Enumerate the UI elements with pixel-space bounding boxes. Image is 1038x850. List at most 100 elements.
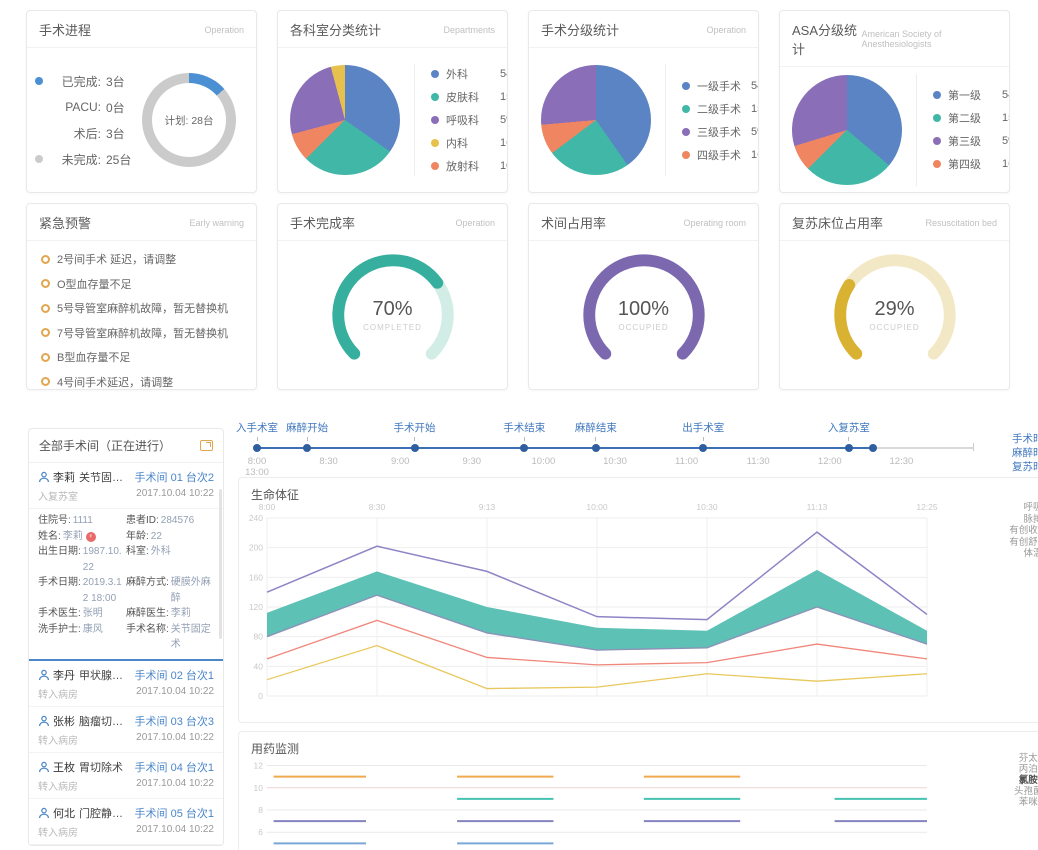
operation-level-pie-chart[interactable] — [541, 65, 651, 175]
card-subtitle: Operation — [455, 217, 495, 228]
axis-time-label: 12:30 — [889, 456, 914, 467]
surgery-name: 脑瘤切除术 — [79, 715, 131, 728]
item-row-main: 李丹甲状腺切除术手术间 02 台次1 — [38, 667, 214, 683]
detail-label: 手术医生: — [38, 608, 81, 619]
warning-item: 5号导管室麻醉机故障，暂无替换机 — [41, 296, 242, 321]
export-icon[interactable] — [200, 440, 213, 451]
legend-entry[interactable]: 脉搏 — [1023, 513, 1038, 525]
detail-value: 284576 — [160, 515, 195, 526]
legend-item[interactable]: 一级手术 54% — [682, 74, 758, 97]
card-title: 各科室分类统计 — [290, 23, 382, 38]
legend-entry[interactable]: 呼吸 — [1023, 502, 1038, 513]
legend-label: 呼吸科 — [446, 115, 479, 127]
detail-value: 李莉 ♀ — [63, 529, 96, 545]
legend-value: 54% — [1002, 89, 1009, 101]
completion-gauge-chart[interactable]: 70% COMPLETED — [318, 242, 468, 388]
card-title: 手术分级统计 — [541, 23, 620, 38]
legend-item[interactable]: 内科 16% — [431, 132, 507, 155]
legend-item[interactable]: 第二级 15% — [933, 107, 1009, 130]
legend-entry[interactable]: 头孢菌素 — [1013, 786, 1038, 797]
svg-text:12:25: 12:25 — [916, 502, 938, 512]
card-header: 手术完成率 Operation — [278, 204, 507, 241]
legend-item[interactable]: 已完成: 3台 — [35, 68, 142, 94]
departments-pie-chart[interactable] — [290, 65, 400, 175]
stage-dot — [253, 444, 261, 452]
card-header: 复苏床位占用率 Resuscitation bed — [780, 204, 1009, 241]
stats-row-2: 紧急预警 Early warning 2号间手术 延迟，请调整 O型血存量不足 5号… — [26, 203, 1010, 390]
legend-item[interactable]: 术后: 3台 — [35, 120, 142, 146]
legend-entry[interactable]: 体温 — [1023, 548, 1038, 559]
legend-item[interactable]: 呼吸科 5% — [431, 109, 507, 132]
legend-item[interactable]: 放射科 10% — [431, 155, 507, 178]
room-link[interactable]: 手术间 03 台次3 — [134, 715, 214, 728]
warning-item: 7号导管室麻醉机故障，暂无替换机 — [41, 321, 242, 346]
legend-value: 3台 — [106, 126, 125, 141]
legend-entry[interactable]: 氯胺酮 — [1018, 775, 1038, 786]
room-link[interactable]: 手术间 04 台次1 — [134, 761, 214, 774]
warning-text: 5号导管室麻醉机故障，暂无替换机 — [57, 303, 229, 316]
legend-entry[interactable]: 有创收缩压 — [1009, 525, 1038, 536]
legend-dot — [431, 139, 439, 147]
detail-value: 22 — [150, 530, 162, 542]
legend-label: 内科 — [446, 138, 468, 150]
or-list-item[interactable]: 王枚 胃切除术 手术间 04 台次1 转入病房 2017.10.04 10:22 — [29, 753, 223, 799]
legend-item[interactable]: 外科 54% — [431, 63, 507, 86]
detail-label: 科室: — [126, 546, 149, 557]
or-list-item[interactable]: 李丹甲状腺切除术手术间 02 台次1 转入病房 2017.10.04 10:22 — [29, 661, 223, 707]
medication-chart[interactable]: 4681012 — [249, 754, 1038, 850]
legend-item[interactable]: 二级手术 15% — [682, 97, 758, 120]
axis-time-label: 9:00 — [390, 456, 410, 467]
or-list-item[interactable]: 张彬 脑瘤切除术 手术间 03 台次3 转入病房 2017.10.04 10:22 — [29, 707, 223, 753]
legend-entry[interactable]: 丙泊酚 — [1018, 764, 1038, 775]
card-subtitle: American Society of Anesthesiologists — [861, 29, 942, 49]
legend-item[interactable]: 第三级 5% — [933, 130, 1009, 153]
legend-entry[interactable]: 有创舒张压 — [1009, 536, 1038, 548]
legend-item[interactable]: 第四级 16% — [933, 153, 1009, 176]
room-link[interactable]: 手术间 05 台次1 — [134, 807, 214, 820]
or-occupancy-gauge-chart[interactable]: 100% OCCUPIED — [569, 242, 719, 388]
legend-value: 0台 — [106, 100, 125, 115]
legend-item[interactable]: 四级手术 16% — [682, 143, 758, 166]
item-row-main: 何北门腔静脉吻合术手术间 05 台次1 — [38, 805, 214, 821]
legend-entry[interactable]: 芬太尼 — [1018, 753, 1038, 764]
legend-item[interactable]: 三级手术 5% — [682, 120, 758, 143]
detail-col: 手术日期: 2019.3.12 18:00 — [38, 575, 126, 606]
surgery-progress-donut-chart[interactable]: 计划: 28台 — [142, 73, 236, 167]
timeline-stage: 麻醉结束 — [575, 420, 617, 441]
card-title: 手术完成率 — [290, 216, 356, 231]
item-row-sub: 转入病房 2017.10.04 10:22 — [38, 686, 214, 701]
detail-label: 住院号: — [38, 515, 71, 526]
detail-value: 1987.10.22 — [82, 546, 122, 573]
recovery-bed-gauge-chart[interactable]: 29% OCCUPIED — [820, 242, 970, 388]
current-patient-item[interactable]: 李莉 关节固定术 手术间 01 台次2 入复苏室 2017.10.04 10:22 — [29, 463, 223, 509]
asa-pie-chart[interactable] — [792, 74, 902, 185]
detail-label: 麻醉方式: — [126, 577, 169, 588]
legend-value: 3台 — [106, 74, 125, 89]
card-operation-level: 手术分级统计 Operation 一级手术 54% 二级手术 15% 三级手术 5% 四级手… — [528, 10, 759, 193]
item-row-sub: 转入病房 2017.10.04 10:22 — [38, 824, 214, 839]
svg-text:10: 10 — [254, 783, 264, 793]
legend-label: 术后: — [73, 126, 101, 141]
legend-entry[interactable]: 苯咪唑 — [1018, 797, 1038, 808]
legend-item[interactable]: 未完成: 25台 — [35, 146, 142, 172]
legend-label: 皮肤科 — [446, 92, 479, 104]
donut-center-label: 计划: 28台 — [164, 114, 214, 127]
legend-value: 15% — [1002, 112, 1009, 124]
timestamp: 2017.10.04 10:22 — [136, 823, 214, 835]
room-link[interactable]: 手术间 02 台次1 — [134, 669, 214, 682]
legend-item[interactable]: 第一级 54% — [933, 84, 1009, 107]
gauge-value: 70% — [372, 298, 413, 320]
axis-time-label: 8:00 — [247, 456, 267, 467]
scrollbar[interactable] — [219, 489, 222, 639]
svg-text:12: 12 — [254, 761, 264, 771]
patient-status: 入复苏室 — [38, 492, 78, 503]
legend-item[interactable]: 皮肤科 15% — [431, 86, 507, 109]
detail-label: 患者ID: — [126, 515, 159, 526]
current-patient-block[interactable]: 李莉 关节固定术 手术间 01 台次2 入复苏室 2017.10.04 10:22 — [29, 463, 223, 509]
legend-item[interactable]: PACU: 0台 — [35, 94, 142, 120]
or-list-item[interactable]: 何北门腔静脉吻合术手术间 05 台次1 转入病房 2017.10.04 10:22 — [29, 799, 223, 845]
axis-sub-label: 13:00 — [245, 467, 269, 478]
room-link[interactable]: 手术间 01 台次2 — [134, 472, 214, 484]
